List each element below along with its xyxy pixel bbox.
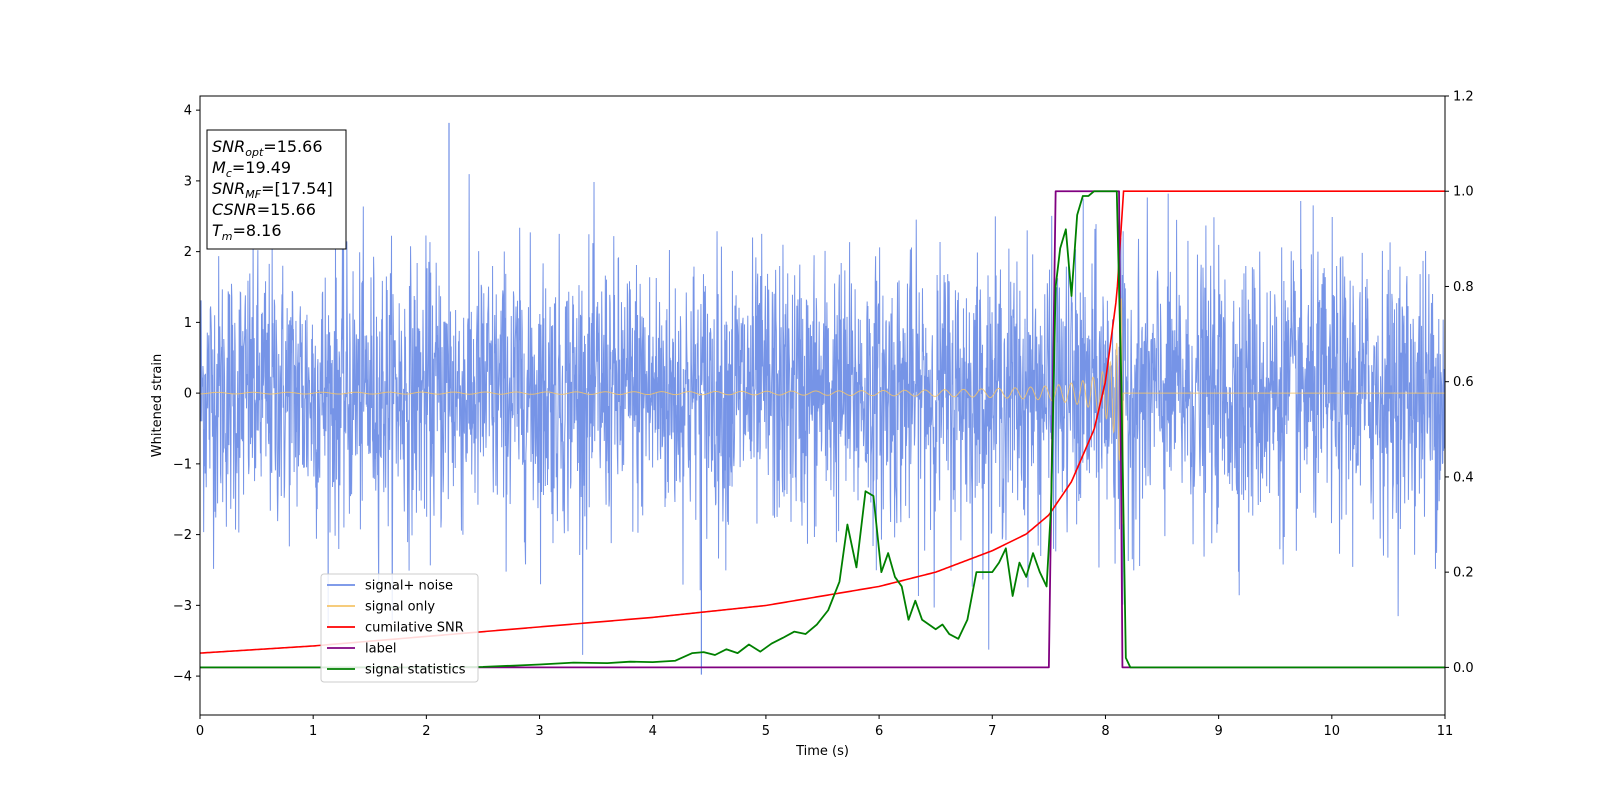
x-tick-label: 3 xyxy=(535,724,543,739)
y2-tick-label: 0.4 xyxy=(1453,470,1474,485)
x-tick-label: 8 xyxy=(1101,724,1109,739)
series-signal-only xyxy=(200,298,1445,525)
legend-signal-statistics-label: signal statistics xyxy=(365,663,466,678)
y-tick-label: −4 xyxy=(173,670,192,685)
legend-signal-only-label: signal only xyxy=(365,600,435,615)
x-tick-label: 5 xyxy=(762,724,770,739)
y2-tick-label: 0.8 xyxy=(1453,280,1474,295)
x-tick-label: 10 xyxy=(1324,724,1341,739)
series-signal-statistics xyxy=(200,190,1445,669)
y-tick-label: 3 xyxy=(184,174,192,189)
plot-frame xyxy=(199,95,1446,716)
y2-tick-label: 0.0 xyxy=(1453,661,1474,676)
y-tick-label: 2 xyxy=(184,245,192,260)
y2-tick-label: 1.2 xyxy=(1453,90,1474,105)
x-tick-label: 4 xyxy=(649,724,657,739)
series-signal-noise xyxy=(200,174,1445,655)
legend-label-label: label xyxy=(365,642,396,657)
annotation-line: SNRopt=15.66 xyxy=(212,137,323,159)
y2-tick-label: 0.2 xyxy=(1453,566,1474,581)
annotation-box: SNRopt=15.66Mc=19.49SNRMF=[17.54]CSNR=15… xyxy=(206,129,347,250)
y-tick-label: −3 xyxy=(173,599,192,614)
annotation-line: Mc=19.49 xyxy=(212,158,291,180)
annotation-line: SNRMF=[17.54] xyxy=(212,179,333,201)
x-tick-label: 7 xyxy=(988,724,996,739)
x-tick-label: 2 xyxy=(422,724,430,739)
y2-tick-label: 1.0 xyxy=(1453,185,1474,200)
y-tick-label: −1 xyxy=(173,457,192,472)
y-tick-label: 0 xyxy=(184,387,192,402)
y-axis-label: Whitened strain xyxy=(150,354,165,457)
x-tick-label: 11 xyxy=(1437,724,1454,739)
annotation-line: Tm=8.16 xyxy=(212,221,282,243)
x-tick-label: 0 xyxy=(196,724,204,739)
y-tick-label: 4 xyxy=(184,104,192,119)
x-tick-label: 9 xyxy=(1214,724,1222,739)
annotation-line: CSNR=15.66 xyxy=(212,200,316,219)
y-tick-label: 1 xyxy=(184,316,192,331)
legend-signal-noise-label: signal+ noise xyxy=(365,579,453,594)
legend-cumulative-snr-label: cumilative SNR xyxy=(365,621,464,636)
x-tick-label: 6 xyxy=(875,724,883,739)
x-axis-label: Time (s) xyxy=(795,744,849,759)
y2-tick-label: 0.6 xyxy=(1453,375,1474,390)
x-tick-label: 1 xyxy=(309,724,317,739)
y-tick-label: −2 xyxy=(173,528,192,543)
legend: signal+ noise signal only cumilative SNR la… xyxy=(320,573,479,683)
